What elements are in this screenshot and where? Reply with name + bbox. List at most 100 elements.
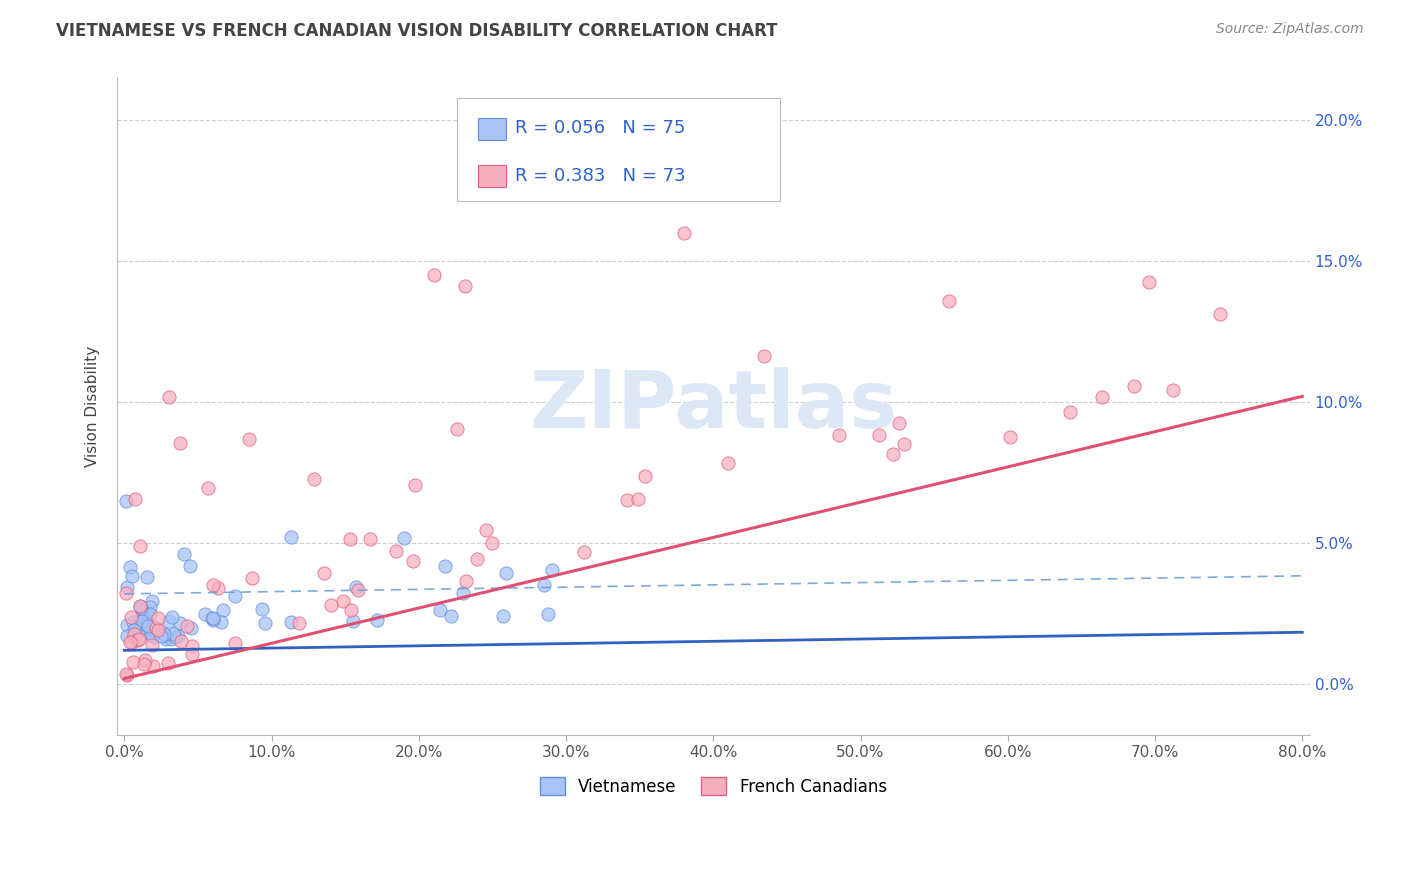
Point (572, 545, 595, 559)
Point (142, 659, 165, 673)
Point (938, 294, 960, 309)
Point (135, 617, 157, 632)
Point (481, 535, 503, 549)
Point (122, 630, 145, 644)
Point (155, 632, 177, 646)
Point (672, 226, 695, 240)
Point (439, 608, 461, 623)
Point (129, 600, 152, 615)
Point (169, 436, 191, 450)
Point (125, 623, 148, 637)
Point (181, 647, 204, 661)
Point (146, 625, 169, 640)
Point (280, 615, 302, 630)
Point (453, 279, 475, 293)
Point (475, 523, 498, 537)
Point (179, 558, 201, 573)
Point (868, 428, 890, 442)
Point (242, 571, 264, 585)
Point (200, 611, 222, 625)
Point (510, 183, 533, 197)
Point (1161, 383, 1184, 397)
Point (129, 599, 152, 613)
Point (360, 532, 382, 546)
Point (1059, 405, 1081, 419)
Point (121, 635, 143, 649)
Point (453, 586, 475, 600)
Point (132, 611, 155, 625)
Point (347, 583, 370, 598)
Point (138, 622, 160, 636)
Point (132, 616, 155, 631)
Point (136, 570, 159, 584)
Point (114, 493, 136, 508)
Point (152, 627, 174, 641)
Text: Source: ZipAtlas.com: Source: ZipAtlas.com (1216, 22, 1364, 37)
Point (115, 668, 138, 682)
Point (253, 616, 276, 631)
Point (201, 613, 224, 627)
Point (136, 619, 159, 633)
Point (142, 619, 165, 633)
Text: ZIPatlas: ZIPatlas (529, 368, 897, 445)
Point (627, 492, 650, 507)
Text: VIETNAMESE VS FRENCH CANADIAN VISION DISABILITY CORRELATION CHART: VIETNAMESE VS FRENCH CANADIAN VISION DIS… (56, 22, 778, 40)
Point (194, 607, 217, 621)
Point (146, 623, 169, 637)
Point (202, 578, 225, 592)
Point (250, 602, 273, 616)
Point (332, 593, 354, 607)
Point (492, 609, 515, 624)
Point (122, 626, 145, 640)
Point (224, 589, 246, 603)
Point (752, 349, 775, 363)
Point (145, 621, 167, 635)
Point (402, 554, 425, 568)
Point (634, 469, 657, 483)
Point (197, 481, 219, 495)
Point (118, 560, 141, 574)
Point (319, 598, 342, 612)
Point (422, 268, 444, 282)
Point (165, 630, 187, 644)
Point (342, 614, 364, 628)
Point (163, 627, 186, 641)
Point (616, 492, 638, 507)
Point (145, 624, 167, 638)
Point (385, 543, 408, 558)
Point (121, 569, 143, 583)
Point (465, 551, 488, 566)
Point (148, 611, 170, 625)
Point (1137, 275, 1160, 289)
Point (142, 631, 165, 645)
Point (127, 624, 149, 639)
Point (131, 611, 153, 625)
Point (156, 657, 179, 671)
Point (160, 609, 183, 624)
Point (340, 603, 363, 617)
Point (134, 606, 156, 620)
Point (288, 615, 311, 630)
Point (828, 428, 851, 442)
Point (134, 653, 156, 667)
Point (180, 621, 202, 635)
Point (201, 611, 224, 625)
Point (280, 530, 302, 544)
Point (533, 577, 555, 591)
Point (1122, 379, 1144, 393)
Point (169, 616, 191, 631)
Point (882, 447, 904, 461)
Point (121, 615, 143, 630)
Point (495, 566, 517, 580)
Point (887, 417, 910, 431)
Y-axis label: Vision Disability: Vision Disability (86, 345, 100, 467)
Point (131, 615, 153, 629)
Point (434, 559, 457, 574)
Point (1209, 307, 1232, 321)
Point (893, 436, 915, 450)
Point (344, 581, 367, 595)
Point (366, 613, 388, 627)
Point (135, 607, 157, 621)
Point (339, 533, 361, 547)
Point (124, 492, 146, 507)
